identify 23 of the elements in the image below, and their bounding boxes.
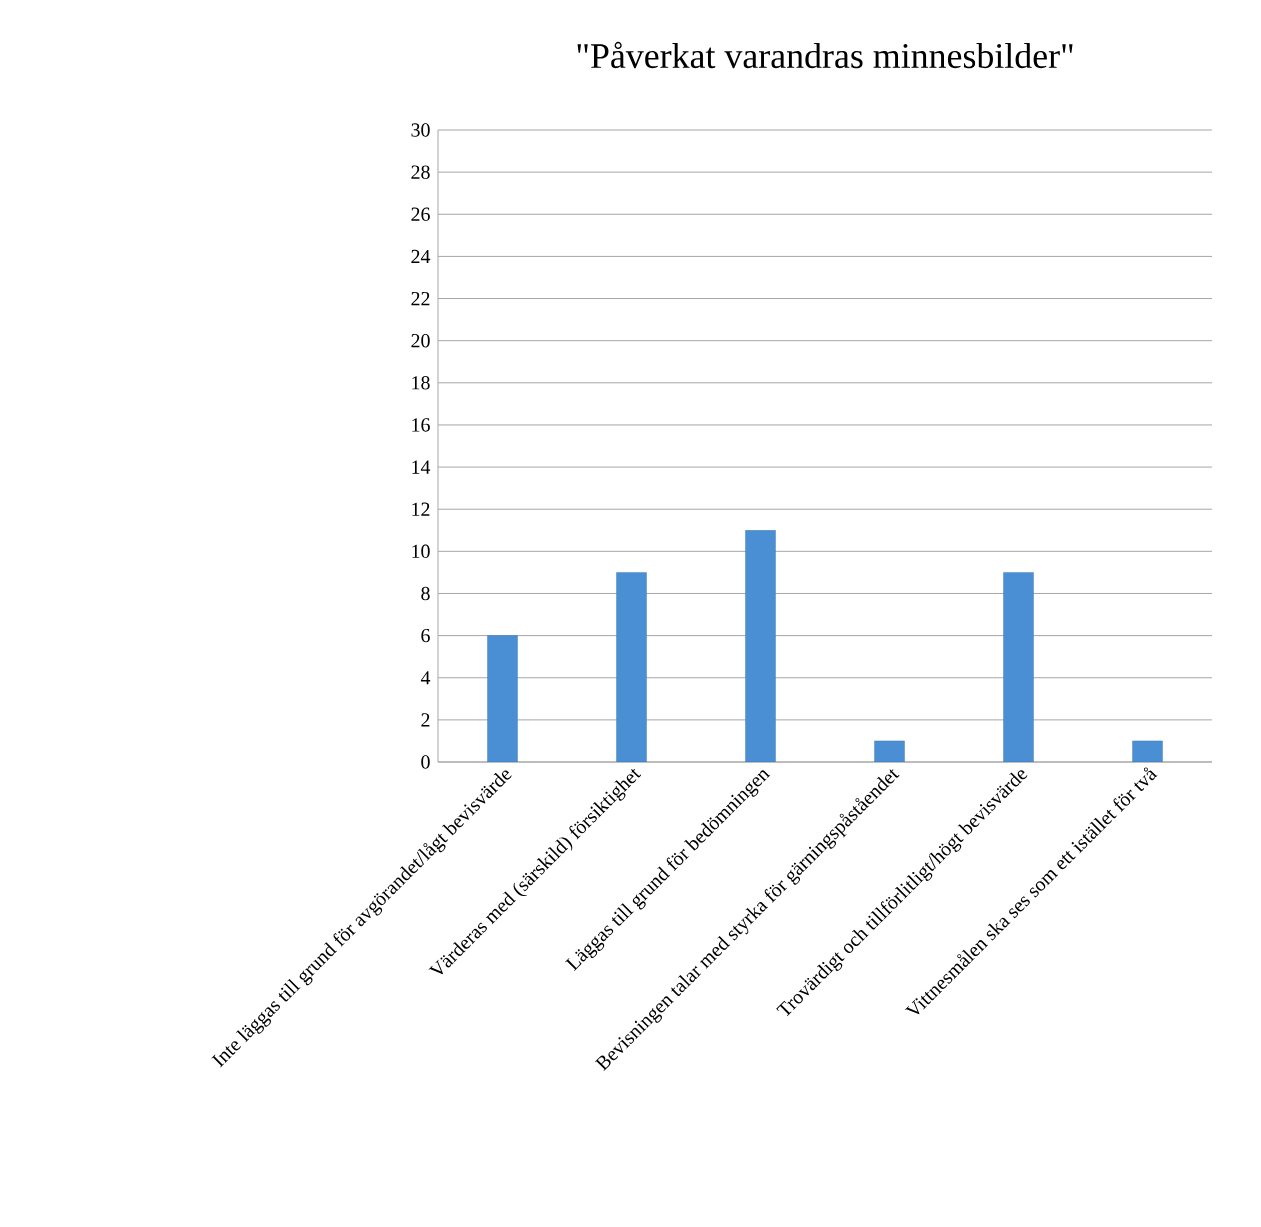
chart-title: "Påverkat varandras minnesbilder" xyxy=(577,41,1073,69)
y-tick-label: 10 xyxy=(412,544,430,559)
bar xyxy=(616,572,647,763)
y-tick-label: 12 xyxy=(412,502,430,516)
bar xyxy=(1003,572,1034,763)
bar xyxy=(874,740,905,763)
y-tick-label: 28 xyxy=(411,165,430,179)
y-tick-label: 6 xyxy=(421,628,430,643)
bar xyxy=(1132,740,1163,763)
y-tick-label: 2 xyxy=(421,713,430,727)
y-tick-label: 18 xyxy=(412,376,430,390)
bar xyxy=(487,635,518,763)
y-tick-label: 8 xyxy=(421,586,430,601)
y-tick-label: 14 xyxy=(412,460,431,474)
y-tick-label: 26 xyxy=(411,207,430,221)
y-tick-label: 0 xyxy=(421,755,430,769)
y-tick-label: 4 xyxy=(420,671,431,685)
y-tick-label: 24 xyxy=(411,249,431,264)
y-tick-label: 16 xyxy=(412,418,430,432)
y-tick-label: 20 xyxy=(411,333,430,348)
y-tick-label: 22 xyxy=(411,291,430,306)
y-tick-label: 30 xyxy=(411,123,430,137)
bar xyxy=(745,530,776,763)
